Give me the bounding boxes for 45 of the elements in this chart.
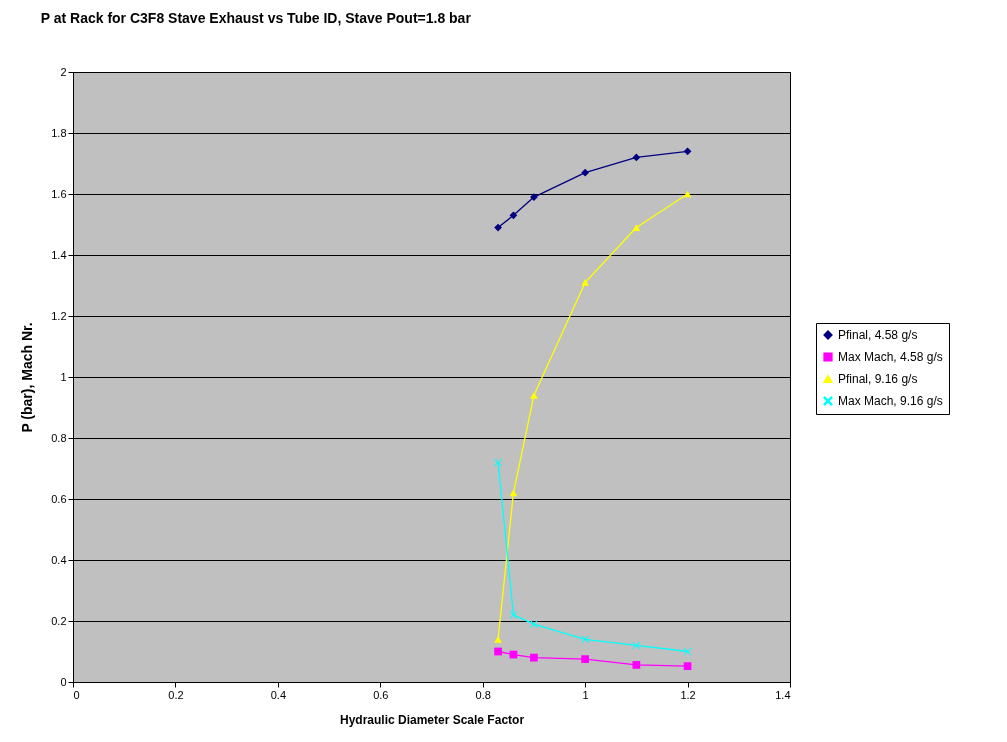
y-axis-title: P (bar), Mach Nr. — [19, 322, 36, 433]
point — [581, 279, 590, 286]
legend-label: Max Mach, 9.16 g/s — [838, 394, 943, 408]
point — [494, 223, 502, 232]
x-tick-label: 0 — [73, 688, 80, 701]
y-tick-label: 1.6 — [51, 187, 67, 200]
x-tick-label: 1.4 — [775, 688, 791, 701]
legend-label: Pfinal, 4.58 g/s — [838, 328, 918, 342]
x-tick-label: 0.4 — [270, 688, 287, 701]
point — [581, 168, 590, 177]
legend-label: Max Mach, 4.58 g/s — [838, 350, 943, 364]
x-tick-label: 0.8 — [475, 688, 491, 701]
point — [683, 190, 692, 198]
y-tick-label: 0.8 — [51, 431, 67, 444]
point — [530, 653, 538, 662]
point — [509, 611, 518, 619]
y-tick-label: 1.8 — [51, 126, 67, 139]
point — [494, 458, 502, 467]
point — [632, 224, 641, 231]
point — [581, 635, 590, 644]
y-tick-label: 1 — [60, 370, 67, 383]
point — [632, 661, 641, 669]
y-tick-label: 1.2 — [51, 309, 67, 322]
y-tick-label: 1.4 — [51, 248, 67, 261]
point — [581, 655, 590, 663]
legend-label: Pfinal, 9.16 g/s — [838, 372, 918, 386]
point — [509, 489, 518, 497]
x-tick-label: 1.2 — [680, 688, 696, 701]
point — [509, 211, 518, 220]
y-tick-label: 0.6 — [51, 492, 67, 505]
point — [632, 153, 641, 162]
chart-title: P at Rack for C3F8 Stave Exhaust vs Tube ID, Stave Pout=1.8 bar — [40, 10, 472, 26]
y-tick-label: 0.2 — [51, 614, 67, 627]
x-tick-label: 0.2 — [168, 688, 184, 701]
y-tick-label: 0 — [60, 675, 67, 688]
point — [494, 647, 502, 656]
point — [683, 662, 692, 671]
x-axis-title: Hydraulic Diameter Scale Factor — [339, 712, 525, 727]
x-tick-label: 1 — [582, 688, 589, 701]
point — [683, 147, 692, 156]
y-tick-label: 0.4 — [51, 553, 67, 566]
y-tick-label: 2 — [60, 65, 67, 78]
point — [494, 635, 502, 643]
x-tick-label: 0.6 — [373, 688, 389, 701]
point — [530, 391, 538, 399]
